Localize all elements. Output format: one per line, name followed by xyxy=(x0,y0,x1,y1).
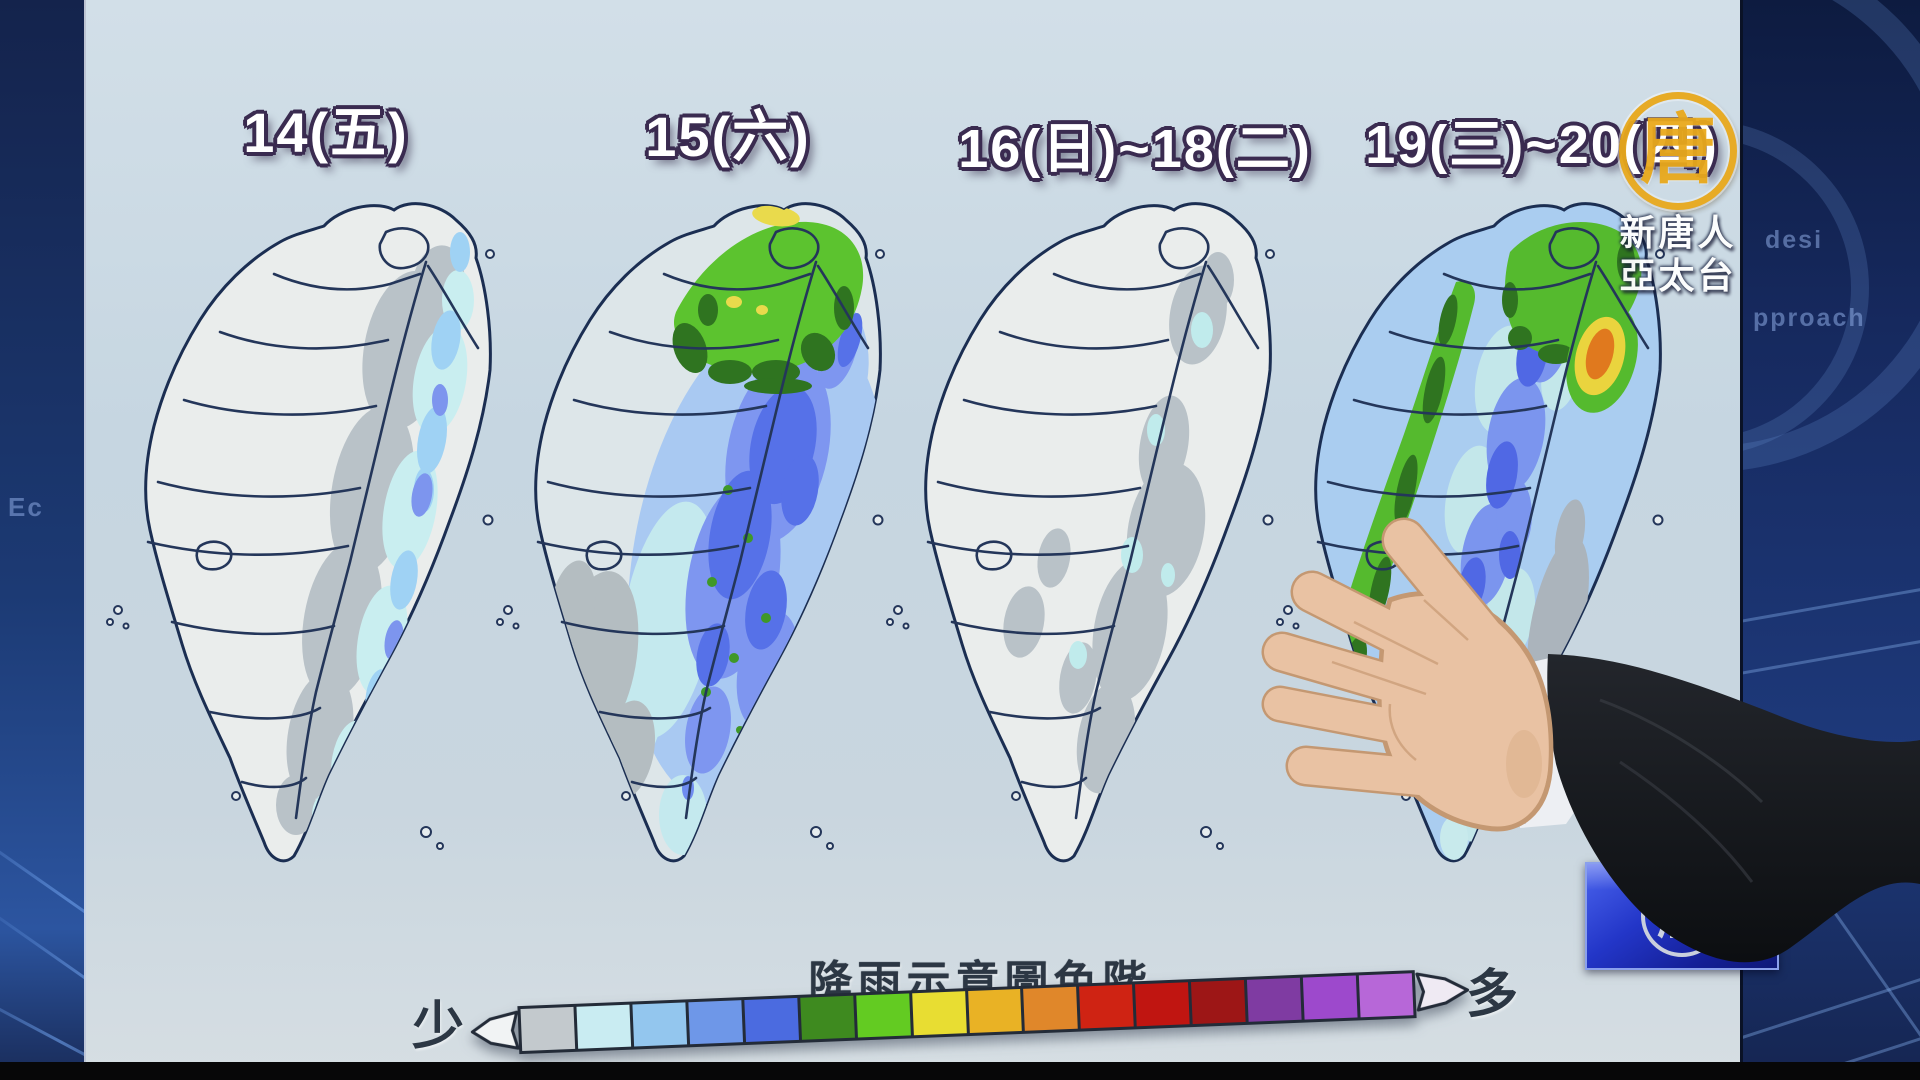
taiwan-rain-map-panel-2 xyxy=(496,202,885,863)
taiwan-rain-map-panel-4 xyxy=(1276,202,1665,863)
legend-max-label: 多 xyxy=(1466,966,1519,1024)
taiwan-rain-map-panel-3 xyxy=(886,202,1275,863)
legend-swatch-1 xyxy=(520,1006,576,1052)
channel-bug-logo: 唐 xyxy=(1585,862,1779,970)
letterbox-bottom-bar xyxy=(0,1062,1920,1080)
legend-swatch-8 xyxy=(911,991,967,1036)
backdrop-text-fragment: pproach xyxy=(1753,304,1866,332)
backdrop-text-fragment: desi xyxy=(1765,226,1824,254)
legend-swatch-16 xyxy=(1358,973,1414,1018)
panel-date-label-1: 14(五) xyxy=(243,101,409,164)
legend-swatch-7 xyxy=(855,993,911,1038)
legend-swatch-9 xyxy=(967,988,1023,1034)
legend-arrow-left-icon xyxy=(470,1010,520,1050)
legend-swatch-11 xyxy=(1079,984,1135,1029)
legend-swatch-6 xyxy=(799,995,855,1040)
channel-name-line1: 新唐人 xyxy=(1619,212,1737,253)
channel-seal-icon: 唐 xyxy=(1619,92,1737,210)
channel-bug-seal-icon: 唐 xyxy=(1641,875,1723,957)
panel-date-label-3: 16(日)~18(二) xyxy=(958,119,1312,179)
taiwan-rain-map-panel-1 xyxy=(106,202,495,863)
legend-swatch-3 xyxy=(632,1002,687,1047)
legend-swatch-14 xyxy=(1247,977,1302,1022)
rainfall-color-scale xyxy=(467,966,1472,1058)
legend-swatch-10 xyxy=(1023,986,1079,1031)
legend-swatch-12 xyxy=(1135,982,1190,1027)
channel-watermark: 唐 新唐人 亞太台 xyxy=(1612,92,1744,296)
legend-arrow-right-icon xyxy=(1415,972,1470,1012)
legend-swatch-4 xyxy=(688,1000,743,1045)
channel-name-line2: 亞太台 xyxy=(1619,254,1737,296)
studio-wall-left: Ec xyxy=(0,0,86,1080)
backdrop-text-fragment: Ec xyxy=(8,492,44,522)
panel-date-label-2: 15(六) xyxy=(645,105,811,168)
legend-swatch-2 xyxy=(576,1004,631,1049)
legend-swatch-13 xyxy=(1191,979,1246,1025)
legend-swatch-5 xyxy=(744,997,799,1043)
legend-min-label: 少 xyxy=(412,998,465,1056)
legend-swatch-15 xyxy=(1303,975,1358,1020)
